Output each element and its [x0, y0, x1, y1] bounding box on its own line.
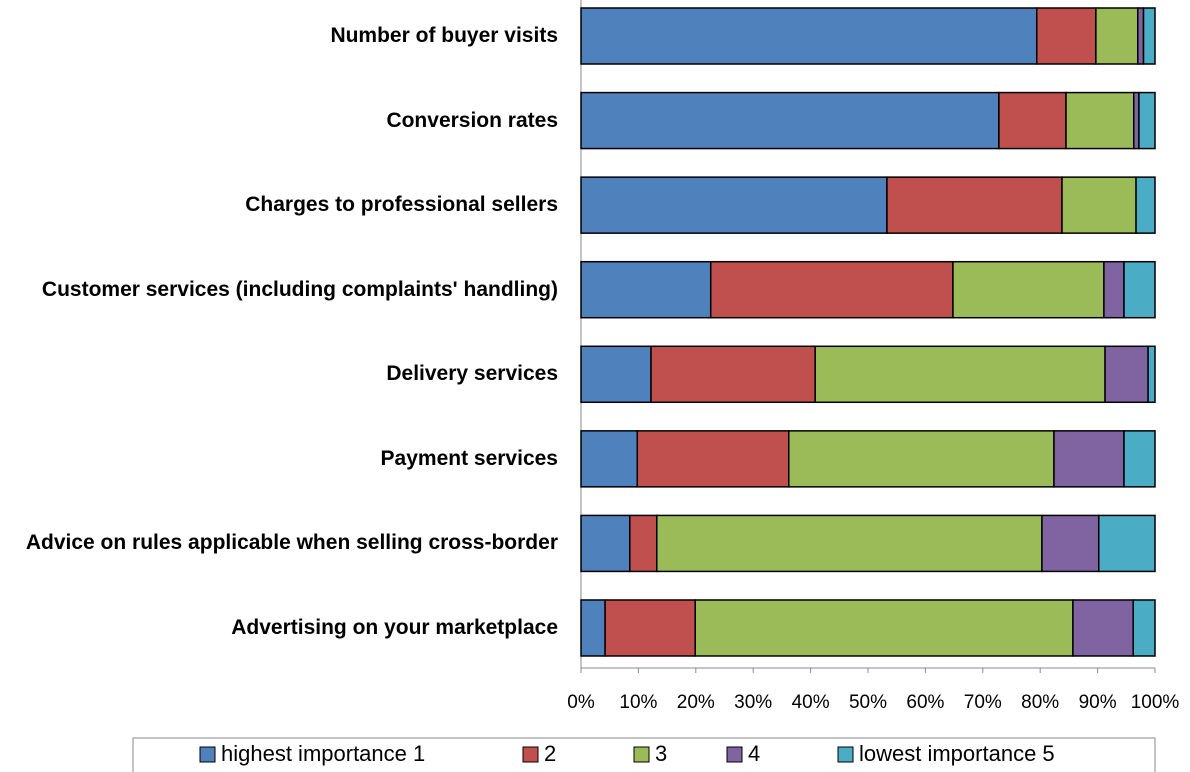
category-text: Advice on rules applicable when selling … — [25, 531, 558, 555]
bar-segment — [580, 7, 1038, 65]
bar-segment — [650, 345, 816, 404]
bar-segment — [1103, 260, 1125, 319]
bar-segment — [1123, 260, 1156, 319]
bar-segment — [1041, 514, 1100, 573]
category-text: Advertising on your marketplace — [231, 615, 558, 639]
x-tick-label: 50% — [849, 692, 887, 713]
x-tick-label: 40% — [792, 692, 830, 713]
bar-segment — [1053, 430, 1125, 488]
bar-segment — [636, 430, 790, 488]
bar-segment — [1097, 514, 1156, 573]
legend-label: lowest importance 5 — [859, 741, 1055, 766]
category-text: Charges to professional sellers — [245, 193, 558, 217]
bar-segment — [694, 599, 1074, 657]
category-label: Payment services — [0, 419, 558, 499]
category-label: Customer services (including complaints'… — [0, 250, 558, 330]
category-label: Advice on rules applicable when selling … — [0, 503, 558, 583]
bar-segment — [580, 260, 712, 319]
category-label: Charges to professional sellers — [0, 165, 558, 245]
bar-segment — [952, 260, 1105, 319]
bar-segment — [580, 91, 1000, 150]
x-tick-label: 90% — [1079, 692, 1117, 713]
legend-label: 3 — [655, 741, 667, 766]
category-label: Conversion rates — [0, 81, 558, 161]
bar-segment — [1137, 7, 1145, 65]
bar-segment — [886, 176, 1063, 234]
bar-segment — [1123, 430, 1156, 488]
x-tick-label: 30% — [734, 692, 772, 713]
bar-segment — [1104, 345, 1149, 404]
legend-swatch — [199, 746, 216, 763]
bar-segment — [1095, 7, 1139, 65]
category-text: Conversion rates — [386, 108, 558, 132]
category-label: Advertising on your marketplace — [0, 588, 558, 668]
legend-label: 4 — [748, 741, 760, 766]
bar-segment — [1133, 91, 1140, 150]
legend-swatch — [633, 746, 650, 763]
x-tick-label: 0% — [567, 692, 595, 713]
bar-segment — [656, 514, 1043, 573]
x-tick-label: 100% — [1131, 692, 1180, 713]
bar-segment — [1132, 599, 1156, 657]
bar-segment — [998, 91, 1067, 150]
bar-segment — [814, 345, 1106, 404]
legend-swatch — [837, 746, 854, 763]
bar-segment — [709, 260, 954, 319]
bar-segment — [788, 430, 1055, 488]
category-label: Number of buyer visits — [0, 0, 558, 76]
bar-segment — [1061, 176, 1137, 234]
x-tick-label: 80% — [1021, 692, 1059, 713]
x-tick-label: 20% — [677, 692, 715, 713]
x-tick-label: 60% — [906, 692, 944, 713]
category-text: Customer services (including complaints'… — [41, 277, 558, 301]
x-tick-label: 70% — [964, 692, 1002, 713]
bar-segment — [1138, 91, 1156, 150]
x-tick-label: 10% — [619, 692, 657, 713]
category-text: Number of buyer visits — [330, 24, 558, 47]
bar-segment — [1036, 7, 1097, 65]
bar-segment — [580, 599, 606, 657]
bar-segment — [580, 176, 888, 234]
category-text: Delivery services — [386, 362, 558, 386]
bar-segment — [580, 514, 631, 573]
bar-segment — [1135, 176, 1156, 234]
legend-label: highest importance 1 — [221, 741, 425, 766]
category-text: Payment services — [380, 446, 558, 470]
bar-segment — [1142, 7, 1156, 65]
category-label: Delivery services — [0, 334, 558, 414]
bar-segment — [604, 599, 696, 657]
legend-swatch — [726, 746, 743, 763]
bar-segment — [1147, 345, 1156, 404]
bar-segment — [1065, 91, 1135, 150]
bar-segment — [580, 345, 652, 404]
bar-segment — [629, 514, 658, 573]
legend-label: 2 — [544, 741, 556, 766]
bar-segment — [580, 430, 639, 488]
legend-swatch — [522, 746, 539, 763]
bar-segment — [1072, 599, 1134, 657]
